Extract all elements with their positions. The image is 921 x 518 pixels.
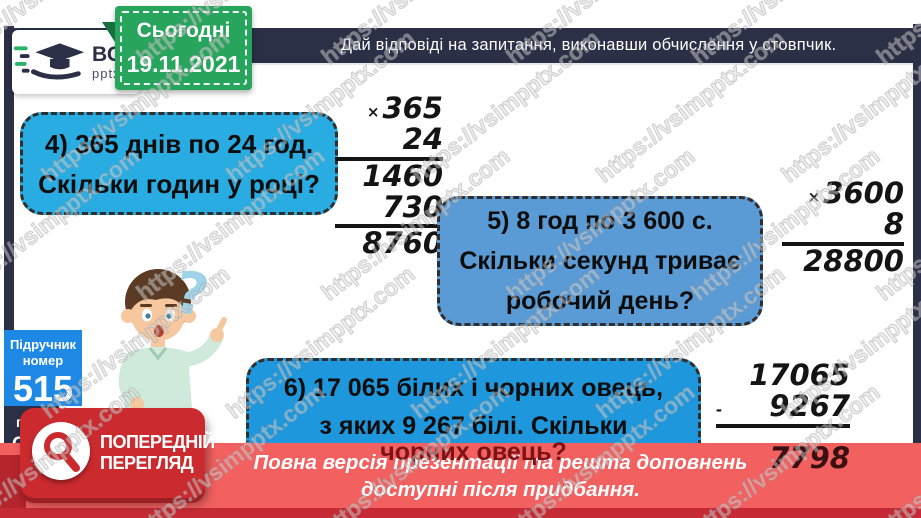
calc1-operand2: 24: [335, 123, 443, 161]
preview-label-line-1: ПОПЕРЕДНІЙ: [100, 432, 215, 452]
problem-box-5: 5) 8 год по 3 600 с. Скільки секунд трив…: [437, 196, 763, 326]
problem-5-line-3: робочий день?: [505, 287, 695, 315]
badge-fold-corner: [102, 22, 115, 42]
calc2-operand2: 8: [782, 208, 904, 246]
problem-4-line-2: Скільки годин у році?: [38, 168, 320, 199]
problem-6-line-3-overflow: чорних овець?: [380, 438, 567, 466]
column-calc-365x24: × 365 24 1460 730 8760: [335, 91, 443, 261]
slide-title: Дай відповіді на запитання, виконавши об…: [340, 36, 837, 54]
column-calc-3600x8: × 3600 8 28800: [782, 176, 904, 278]
problem-4-line-1: 4) 365 днів по 24 год.: [44, 128, 314, 159]
preview-badge-label: ПОПЕРЕДНІЙ ПЕРЕГЛЯД: [100, 432, 215, 474]
problem-6-line-1: 6) 17 065 білих і чорних овець,: [283, 374, 664, 402]
calc1-partial2: 730: [335, 191, 443, 229]
textbook-number: 515: [12, 368, 74, 409]
date-badge: Сьогодні 19.11.2021: [102, 6, 252, 90]
footer-line-2: доступні після придбання.: [360, 478, 640, 501]
calc3-operand2: -9267: [716, 390, 850, 428]
problem-5-line-1: 5) 8 год по 3 600 с.: [487, 207, 713, 235]
slide-frame-right: [913, 24, 921, 448]
footer-purchase-text: Повна версія презентації та решта доповн…: [190, 449, 811, 503]
multiply-sign: ×: [366, 103, 380, 122]
textbook-number-box: Підручник номер 515: [4, 330, 82, 409]
slide-frame-left: [4, 26, 14, 462]
minus-sign: -: [716, 401, 723, 420]
preview-badge-button[interactable]: ПОПЕРЕДНІЙ ПЕРЕГЛЯД: [20, 408, 215, 498]
textbook-label-2: номер: [22, 353, 64, 368]
date-badge-label: Сьогодні: [136, 18, 231, 42]
graduation-cap-icon: [12, 36, 90, 89]
calc2-result: 28800: [803, 243, 904, 278]
calc2-operand1: 3600: [823, 176, 904, 210]
brand-sub: pptx: [92, 66, 121, 81]
calc1-operand1: 365: [382, 91, 443, 125]
problem-box-4: 4) 365 днів по 24 год. Скільки годин у р…: [20, 112, 338, 215]
magnifier-icon: [32, 422, 90, 480]
calc1-partial1: 1460: [362, 158, 443, 193]
column-calc-17065-9267: 17065 -9267: [716, 358, 850, 428]
date-badge-value: 19.11.2021: [126, 50, 241, 77]
preview-label-line-2: ПЕРЕГЛЯД: [100, 453, 194, 473]
footer-bottom-strip: [0, 508, 921, 518]
calc3-result-overflow: 7798: [769, 441, 850, 475]
problem-5-line-2: Скільки секунд триває: [459, 247, 741, 275]
footer-line-1: Повна версія презентації та решта доповн…: [253, 451, 748, 474]
multiply-sign: ×: [807, 188, 821, 207]
textbook-label-1: Підручник: [9, 337, 77, 352]
calc1-result: 8760: [362, 226, 443, 261]
calc3-operand1: 17065: [749, 358, 850, 392]
problem-6-line-2: з яких 9 267 білі. Скільки: [319, 412, 628, 440]
